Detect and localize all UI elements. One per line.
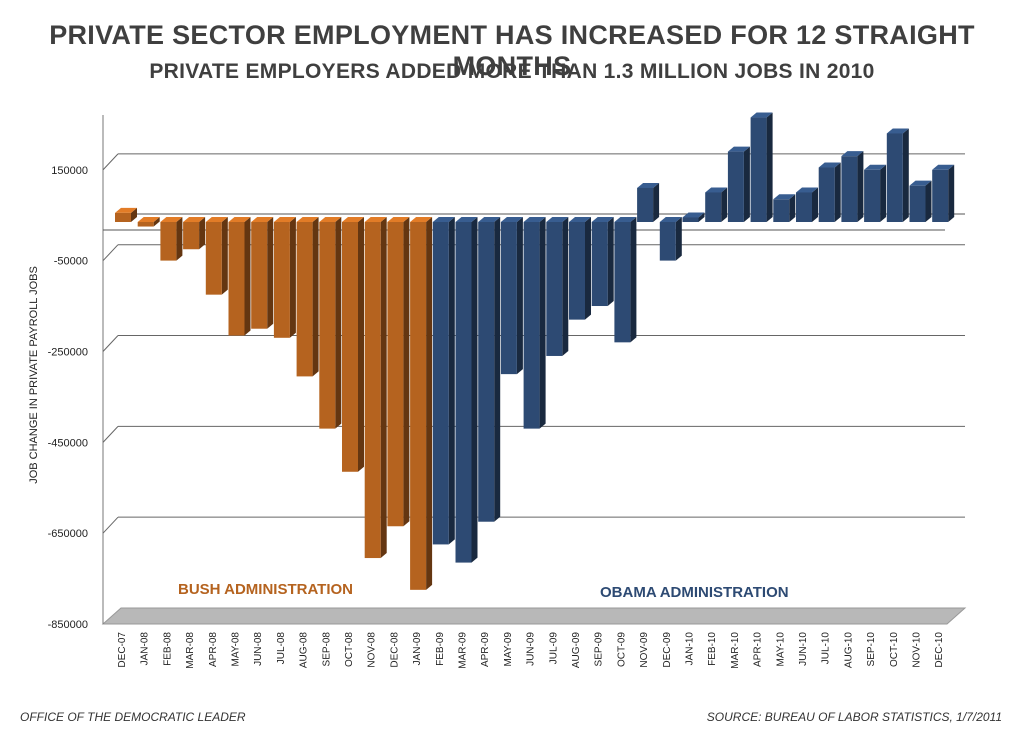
y-tick-label: 150000 bbox=[51, 165, 88, 177]
bar-aug-09 bbox=[569, 217, 591, 320]
bar-jun-09 bbox=[523, 217, 546, 429]
x-tick-label: DEC-08 bbox=[389, 632, 400, 668]
bar-nov-09 bbox=[637, 182, 660, 222]
bar-feb-10 bbox=[705, 187, 728, 222]
bar-feb-09 bbox=[432, 217, 455, 545]
x-tick-label: APR-08 bbox=[208, 632, 219, 667]
bar-sep-08 bbox=[319, 217, 342, 429]
x-tick-label: MAR-10 bbox=[730, 632, 741, 669]
x-tick-label: AUG-09 bbox=[571, 632, 582, 669]
bar-jul-09 bbox=[546, 217, 569, 356]
footer-office: OFFICE OF THE DEMOCRATIC LEADER bbox=[20, 710, 246, 724]
x-tick-label: NOV-08 bbox=[367, 632, 378, 668]
bar-jul-08 bbox=[273, 217, 296, 338]
bar-nov-08 bbox=[364, 217, 387, 559]
x-tick-label: APR-09 bbox=[480, 632, 491, 667]
x-axis-tick-labels: DEC-07 JAN-08 FEB-08 MAR-08 APR-08 MAY-08 JUN-… bbox=[117, 632, 945, 669]
x-tick-label: FEB-10 bbox=[707, 632, 718, 666]
bar-chart: 150000 -50000 -250000 -450000 -650000 -850000… bbox=[28, 112, 967, 669]
chart-subtitle: PRIVATE EMPLOYERS ADDED MORE THAN 1.3 MI… bbox=[149, 60, 875, 83]
x-tick-label: DEC-10 bbox=[934, 632, 945, 668]
x-tick-label: JUN-09 bbox=[526, 632, 537, 666]
x-tick-label: AUG-10 bbox=[843, 632, 854, 669]
bar-oct-10 bbox=[886, 128, 909, 222]
x-tick-label: SEP-09 bbox=[594, 632, 605, 667]
bar-dec-09 bbox=[659, 217, 682, 261]
chart-floor bbox=[101, 607, 967, 625]
x-tick-label: APR-10 bbox=[753, 632, 764, 667]
bar-jan-08 bbox=[137, 217, 160, 227]
x-tick-label: JUN-10 bbox=[798, 632, 809, 666]
bar-oct-08 bbox=[342, 217, 364, 472]
x-tick-label: DEC-09 bbox=[662, 632, 673, 668]
x-tick-label: SEP-08 bbox=[321, 632, 332, 667]
bar-apr-10 bbox=[750, 112, 773, 222]
bar-dec-07 bbox=[115, 207, 137, 222]
y-tick-label: -250000 bbox=[48, 347, 88, 359]
x-tick-label: JAN-09 bbox=[412, 632, 423, 666]
y-tick-label: -650000 bbox=[48, 528, 88, 540]
bar-aug-08 bbox=[296, 217, 319, 377]
x-tick-label: AUG-08 bbox=[299, 632, 310, 669]
bar-mar-10 bbox=[727, 146, 750, 222]
bar-may-08 bbox=[228, 217, 251, 336]
chart-title: PRIVATE SECTOR EMPLOYMENT HAS INCREASED … bbox=[49, 20, 975, 81]
x-tick-label: OCT-10 bbox=[889, 632, 900, 667]
x-tick-label: DEC-07 bbox=[117, 632, 128, 668]
x-tick-label: JUL-09 bbox=[548, 632, 559, 665]
bar-may-09 bbox=[500, 217, 523, 375]
bush-administration-label: BUSH ADMINISTRATION bbox=[178, 581, 353, 598]
bar-mar-08 bbox=[183, 217, 206, 250]
x-tick-label: FEB-08 bbox=[162, 632, 173, 666]
bar-sep-09 bbox=[591, 217, 614, 307]
x-tick-label: SEP-10 bbox=[866, 632, 877, 667]
x-tick-label: MAY-10 bbox=[775, 632, 786, 667]
gridline-diag bbox=[102, 244, 119, 262]
x-tick-label: OCT-09 bbox=[616, 632, 627, 667]
obama-administration-label: OBAMA ADMINISTRATION bbox=[600, 584, 789, 601]
y-tick-label: -50000 bbox=[54, 256, 88, 268]
bar-apr-09 bbox=[478, 217, 501, 522]
footer-source: SOURCE: BUREAU OF LABOR STATISTICS, 1/7/… bbox=[706, 710, 1002, 724]
bar-oct-09 bbox=[614, 217, 637, 343]
x-tick-label: JUL-08 bbox=[276, 632, 287, 665]
gridline-diag bbox=[102, 335, 119, 352]
gridline-diag bbox=[102, 426, 119, 443]
y-tick-label: -850000 bbox=[48, 619, 88, 631]
x-tick-label: NOV-09 bbox=[639, 632, 650, 668]
x-tick-label: MAR-08 bbox=[185, 632, 196, 669]
bar-jul-10 bbox=[818, 162, 841, 222]
bar-apr-08 bbox=[205, 217, 228, 295]
x-tick-label: JAN-08 bbox=[140, 632, 151, 666]
x-tick-label: MAY-08 bbox=[231, 632, 242, 667]
y-axis-label: JOB CHANGE IN PRIVATE PAYROLL JOBS bbox=[28, 266, 40, 484]
gridline-diag bbox=[102, 153, 119, 171]
bars bbox=[115, 112, 955, 590]
x-tick-label: OCT-08 bbox=[344, 632, 355, 667]
x-tick-label: JAN-10 bbox=[685, 632, 696, 666]
x-tick-label: NOV-10 bbox=[912, 632, 923, 668]
bar-jun-10 bbox=[796, 187, 818, 222]
y-tick-label: -450000 bbox=[48, 437, 88, 449]
bar-jun-08 bbox=[251, 217, 274, 329]
x-tick-label: JUN-08 bbox=[253, 632, 264, 666]
bar-jan-09 bbox=[410, 217, 433, 590]
x-tick-label: JUL-10 bbox=[821, 632, 832, 665]
x-tick-label: MAY-09 bbox=[503, 632, 514, 667]
x-tick-label: FEB-09 bbox=[435, 632, 446, 666]
bar-jan-10 bbox=[682, 212, 705, 222]
bar-aug-10 bbox=[841, 151, 864, 222]
bar-dec-08 bbox=[387, 217, 410, 527]
bar-dec-10 bbox=[932, 164, 955, 222]
bar-mar-09 bbox=[455, 217, 478, 563]
y-axis-tick-labels: 150000 -50000 -250000 -450000 -650000 -850000 bbox=[48, 165, 88, 631]
gridline-diag bbox=[102, 516, 119, 534]
x-tick-label: MAR-09 bbox=[458, 632, 469, 669]
bar-sep-10 bbox=[864, 164, 887, 222]
bar-feb-08 bbox=[160, 217, 183, 261]
bar-may-10 bbox=[773, 194, 796, 222]
bar-nov-10 bbox=[909, 180, 932, 222]
